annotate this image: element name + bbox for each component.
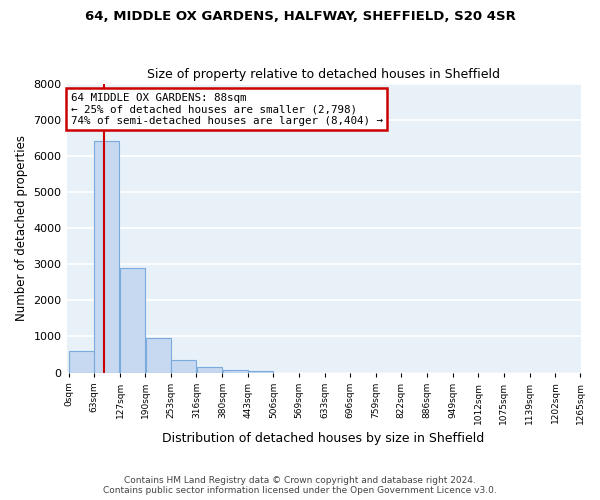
Bar [94, 142, 119, 372]
Bar [146, 338, 171, 372]
Bar [171, 360, 196, 372]
Text: 64 MIDDLE OX GARDENS: 88sqm
← 25% of detached houses are smaller (2,798)
74% of : 64 MIDDLE OX GARDENS: 88sqm ← 25% of det… [71, 92, 383, 126]
Y-axis label: Number of detached properties: Number of detached properties [15, 135, 28, 321]
Text: 64, MIDDLE OX GARDENS, HALFWAY, SHEFFIELD, S20 4SR: 64, MIDDLE OX GARDENS, HALFWAY, SHEFFIEL… [85, 10, 515, 23]
Bar [69, 351, 94, 372]
Bar [197, 367, 222, 372]
Bar [120, 268, 145, 372]
Text: Contains HM Land Registry data © Crown copyright and database right 2024.
Contai: Contains HM Land Registry data © Crown c… [103, 476, 497, 495]
Title: Size of property relative to detached houses in Sheffield: Size of property relative to detached ho… [147, 68, 500, 81]
Bar [223, 370, 248, 372]
Bar [248, 370, 273, 372]
X-axis label: Distribution of detached houses by size in Sheffield: Distribution of detached houses by size … [163, 432, 485, 445]
